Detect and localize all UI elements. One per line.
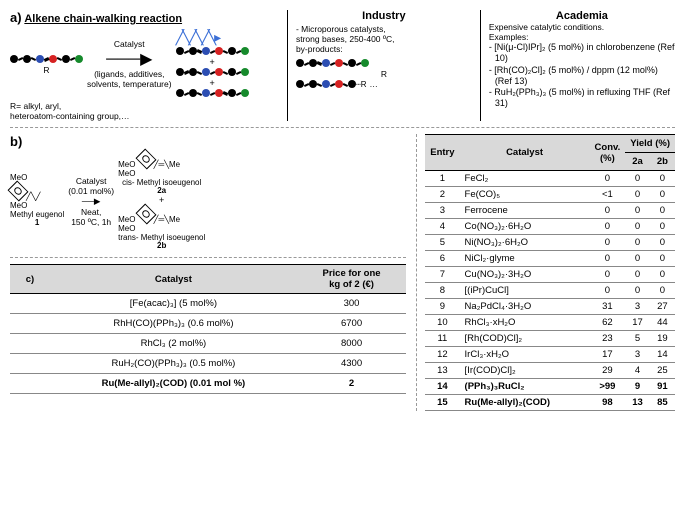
table-b: Entry Catalyst Conv. (%) Yield (%) 2a 2b… — [425, 134, 675, 411]
table-row: 7Cu(NO₃)₂·3H₂O000 — [425, 267, 675, 283]
title-a: Alkene chain-walking reaction — [24, 13, 182, 25]
table-c: c) Catalyst Price for one kg of 2 (€) [F… — [10, 264, 406, 394]
letter-a: a) — [10, 10, 22, 25]
table-row: 6NiCl₂·glyme000 — [425, 251, 675, 267]
table-row: 2Fe(CO)₅<100 — [425, 187, 675, 203]
zigzag-icon: ╱╲╱╲╱╲▸ — [176, 29, 249, 46]
table-row: 4Co(NO₃)₂·6H₂O000 — [425, 219, 675, 235]
academia-list: - [Ni(μ-Cl)IPr]₂ (5 mol%) in chlorobenze… — [489, 42, 675, 110]
panel-academia: Academia Expensive catalytic conditions.… — [480, 10, 675, 121]
table-row: 10RhCl₃·xH₂O621744 — [425, 315, 675, 331]
industry-title: Industry — [296, 10, 472, 22]
cond-a: (ligands, additives, solvents, temperatu… — [87, 69, 172, 89]
th-cat: Catalyst — [50, 265, 297, 294]
table-row: 15Ru(Me-allyl)₂(COD)981385 — [425, 395, 675, 411]
bottom-row: b) MeO ╱╲╱ MeO Methyl eugenol 1 Catalyst… — [10, 134, 675, 411]
industry-text: - Microporous catalysts, strong bases, 2… — [296, 24, 472, 54]
struct-1: MeO ╱╲╱ MeO Methyl eugenol 1 — [10, 174, 64, 228]
scheme-b: MeO ╱╲╱ MeO Methyl eugenol 1 Catalyst (0… — [10, 151, 406, 251]
table-row: 8[(iPr)CuCl]000 — [425, 283, 675, 299]
table-row: 9Na₂PdCl₄·3H₂O31327 — [425, 299, 675, 315]
th-conv: Conv. (%) — [590, 135, 626, 171]
panel-b: b) MeO ╱╲╱ MeO Methyl eugenol 1 Catalyst… — [10, 134, 406, 257]
table-row: RhCl₃ (2 mol%)8000 — [10, 334, 406, 354]
table-row: [Fe(acac)₃] (5 mol%)300 — [10, 294, 406, 314]
th-price: Price for one kg of 2 (€) — [297, 265, 406, 294]
table-row: 14(PPh₃)₃RuCl₂>99991 — [425, 379, 675, 395]
th-yield: Yield (%) — [625, 135, 675, 153]
products: ╱╲╱╲╱╲▸ + + — [176, 29, 249, 99]
th-cat: Catalyst — [460, 135, 590, 171]
cat-label: Catalyst — [87, 39, 172, 49]
industry-prods: R ┄R … — [296, 58, 472, 90]
table-row: 5Ni(NO₃)₂·6H₂O000 — [425, 235, 675, 251]
panel-a: a) Alkene chain-walking reaction R Catal… — [10, 10, 287, 121]
table-row: 1FeCl₂000 — [425, 171, 675, 187]
r-note: R= alkyl, aryl, heteroatom-containing gr… — [10, 101, 279, 121]
arrow-block: Catalyst ───▶ (ligands, additives, solve… — [87, 39, 172, 89]
academia-title: Academia — [489, 10, 675, 22]
table-row: 11[Rh(COD)Cl]₂23519 — [425, 331, 675, 347]
acad-item: - [Ni(μ-Cl)IPr]₂ (5 mol%) in chlorobenze… — [489, 42, 675, 65]
table-row: RhH(CO)(PPh₃)₃ (0.6 mol%)6700 — [10, 314, 406, 334]
r-label: R — [10, 65, 83, 75]
academia-intro: Expensive catalytic conditions. Examples… — [489, 22, 675, 42]
table-row: 12IrCl₃·xH₂O17314 — [425, 347, 675, 363]
th-2a: 2a — [625, 153, 650, 171]
scheme-a: R Catalyst ───▶ (ligands, additives, sol… — [10, 29, 279, 99]
panel-industry: Industry - Microporous catalysts, strong… — [287, 10, 480, 121]
th-entry: Entry — [425, 135, 459, 171]
left-column: b) MeO ╱╲╱ MeO Methyl eugenol 1 Catalyst… — [10, 134, 406, 411]
panel-a-row: a) Alkene chain-walking reaction R Catal… — [10, 10, 675, 128]
panel-c: c) Catalyst Price for one kg of 2 (€) [F… — [10, 257, 406, 394]
panel-b-table: Entry Catalyst Conv. (%) Yield (%) 2a 2b… — [416, 134, 675, 411]
th-2b: 2b — [650, 153, 675, 171]
table-row: Ru(Me-allyl)₂(COD) (0.01 mol %)2 — [10, 374, 406, 394]
letter-b: b) — [10, 134, 22, 149]
arrow-icon: ───▶ — [87, 49, 172, 69]
arrow-b: Catalyst (0.01 mol%) ──▶ Neat, 150 ºC, 1… — [68, 176, 114, 227]
table-row: 3Ferrocene000 — [425, 203, 675, 219]
acad-item: - [Rh(CO)₂Cl]₂ (5 mol%) / dppm (12 mol%)… — [489, 65, 675, 88]
acad-item: - RuH₂(PPh₃)₃ (5 mol%) in refluxing THF … — [489, 87, 675, 110]
letter-c: c) — [10, 265, 50, 294]
reactant: R — [10, 54, 83, 75]
table-row: 13[Ir(COD)Cl]₂29425 — [425, 363, 675, 379]
table-row: RuH₂(CO)(PPh₃)₃ (0.5 mol%)4300 — [10, 354, 406, 374]
struct-2: MeO ╱═╲Me MeO cis- Methyl isoeugenol 2a … — [118, 151, 205, 251]
